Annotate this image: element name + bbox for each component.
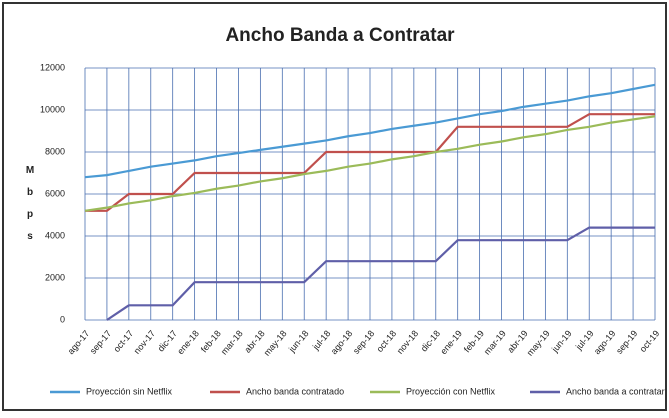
y-tick-label: 8000 (45, 146, 65, 156)
y-tick-label: 4000 (45, 230, 65, 240)
y-tick-label: 12000 (40, 62, 65, 72)
legend-label: Ancho banda a contratar (566, 386, 665, 396)
y-tick-label: 10000 (40, 104, 65, 114)
series-line (85, 113, 655, 212)
legend-label: Proyección sin Netflix (86, 386, 173, 396)
legend-label: Proyección con Netflix (406, 386, 496, 396)
series-line (84, 83, 656, 179)
y-tick-label: 0 (60, 314, 65, 324)
y-tick-label: 2000 (45, 272, 65, 282)
series-line (84, 115, 656, 212)
legend-label: Ancho banda contratado (246, 386, 344, 396)
series-line (106, 226, 655, 321)
chart-title: Ancho Banda a Contratar (225, 25, 455, 46)
y-tick-label: 6000 (45, 188, 65, 198)
